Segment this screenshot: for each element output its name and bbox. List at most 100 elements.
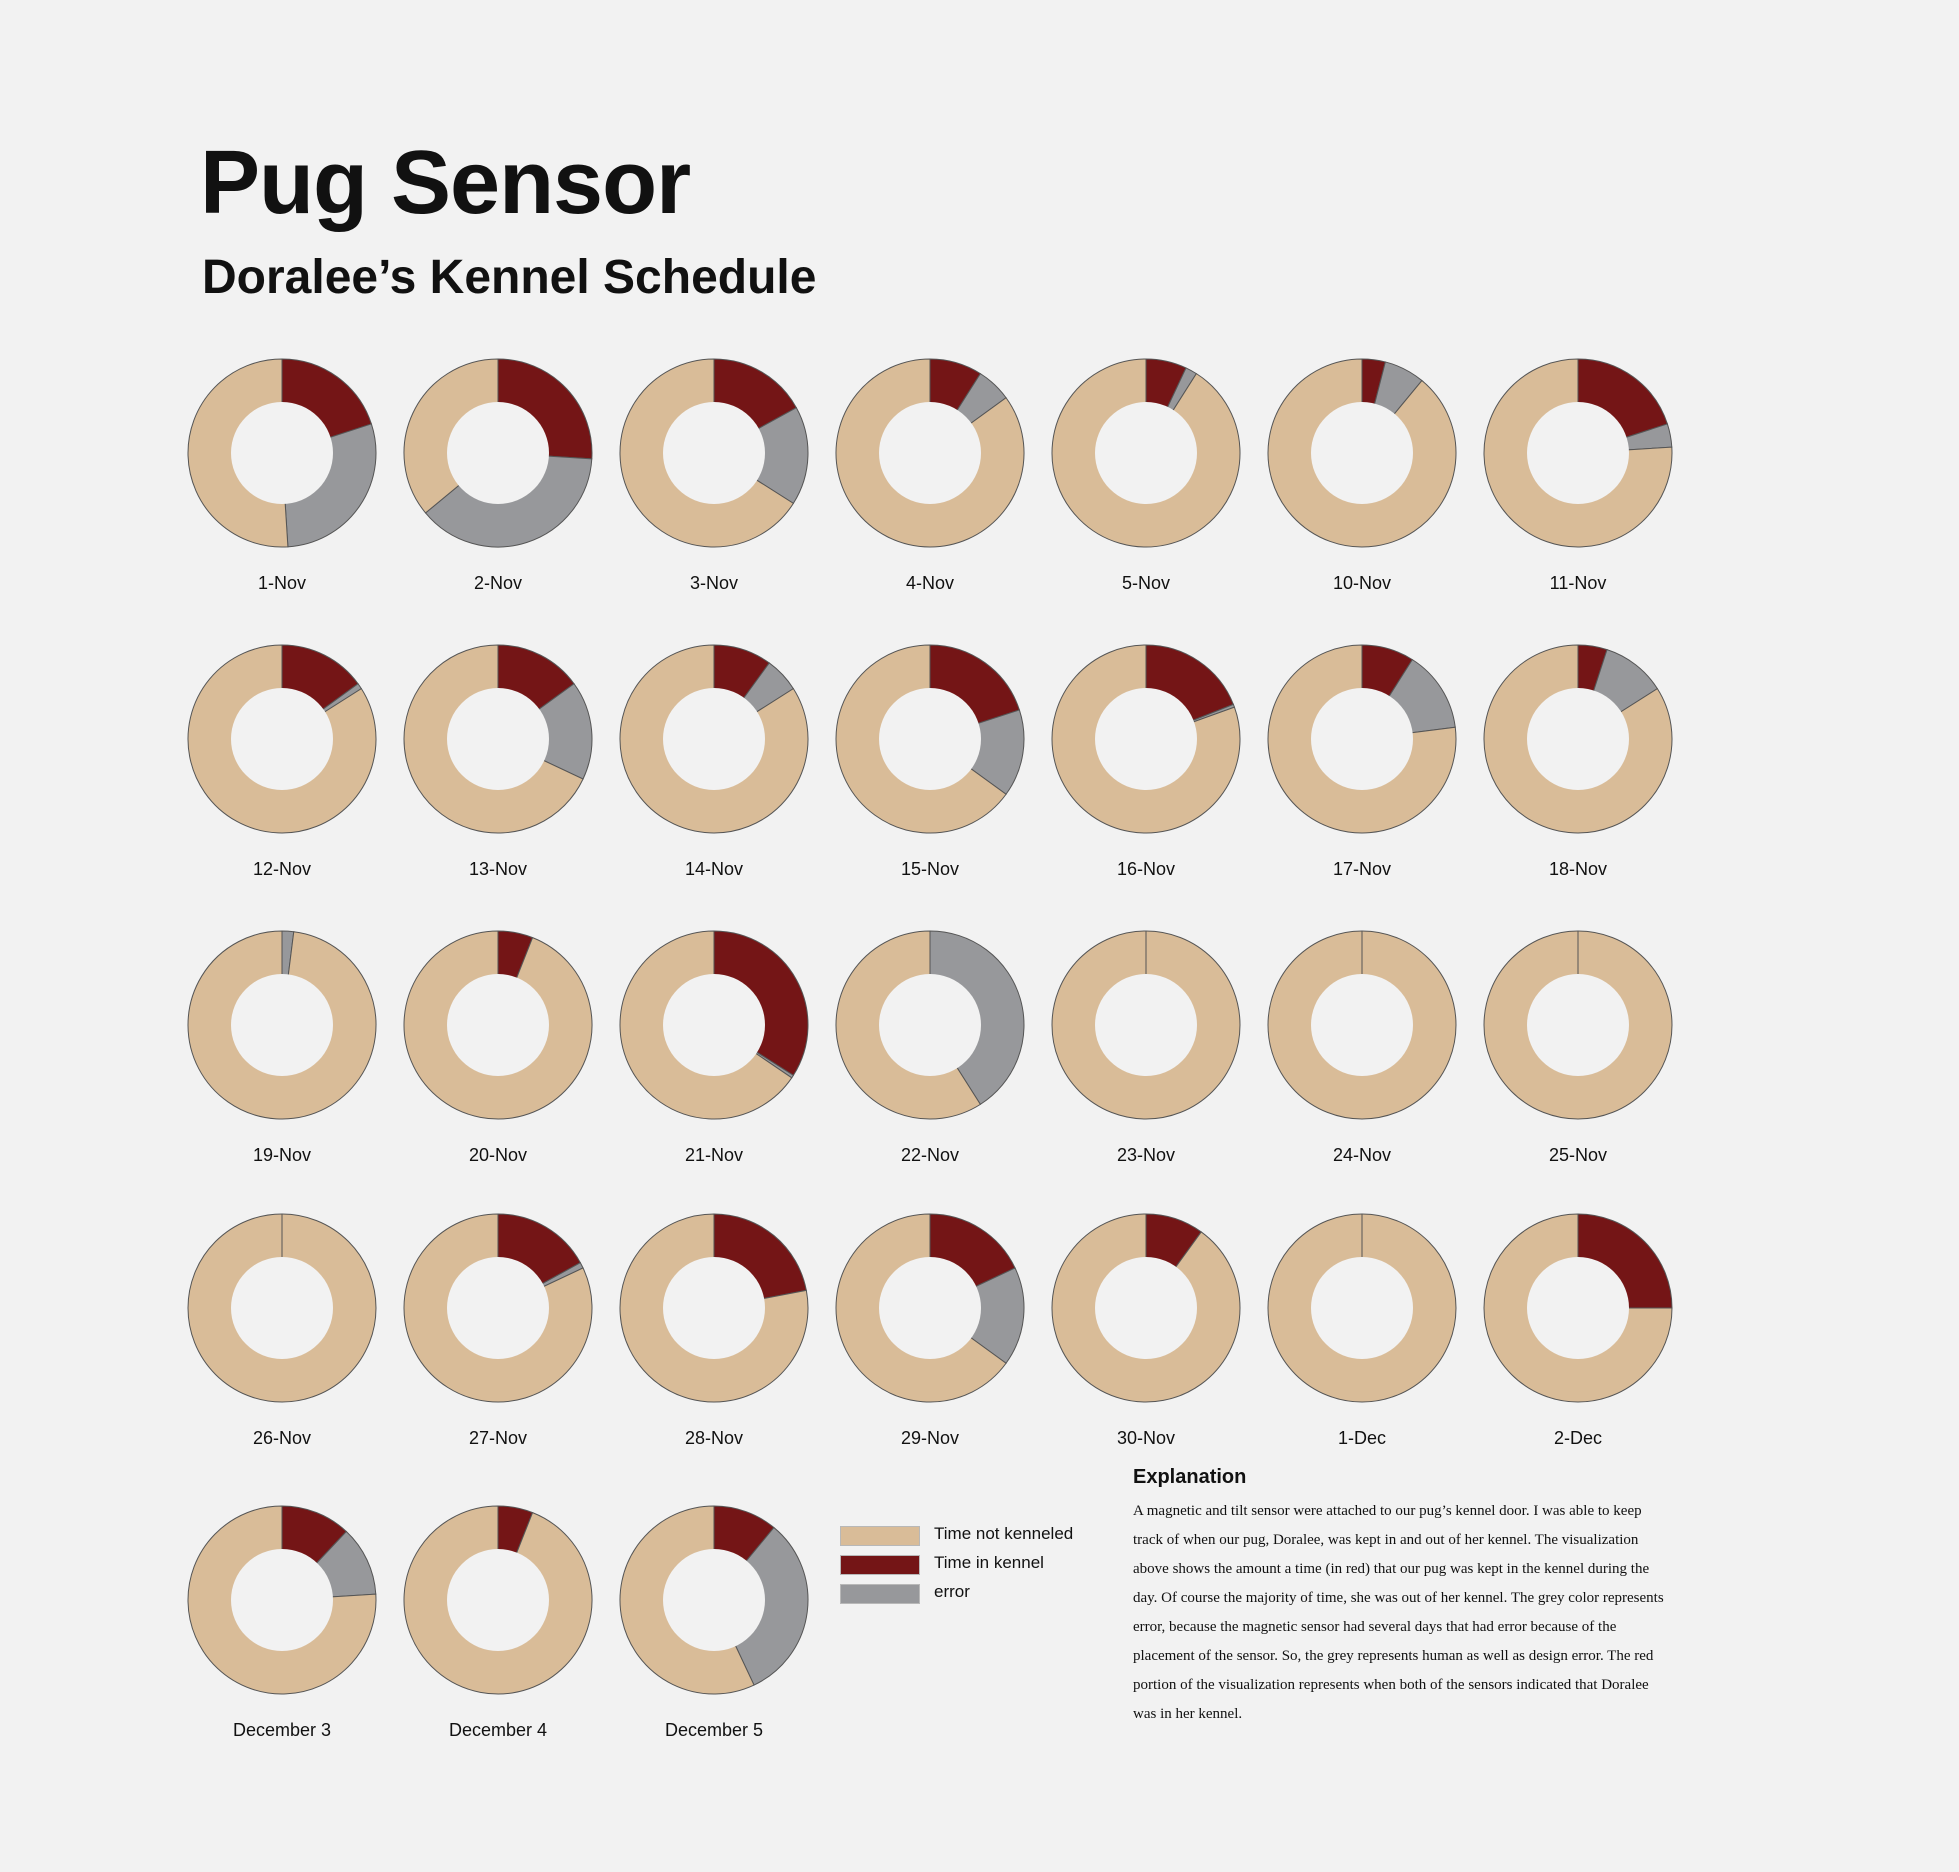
slice-not-kenneled xyxy=(1483,358,1673,548)
donut-hole xyxy=(1311,688,1413,790)
donut-hole xyxy=(1311,974,1413,1076)
day-label: 25-Nov xyxy=(1549,1145,1607,1165)
donut-2-dec: 2-Dec xyxy=(1483,1213,1673,1448)
donut-december-5: December 5 xyxy=(619,1505,809,1740)
donut-hole xyxy=(1311,402,1413,504)
donut-1-dec: 1-Dec xyxy=(1267,1213,1457,1448)
donut-24-nov: 24-Nov xyxy=(1267,930,1457,1165)
chart-subtitle: Doralee’s Kennel Schedule xyxy=(202,251,817,304)
donut-hole xyxy=(231,402,333,504)
donut-hole xyxy=(663,1549,765,1651)
day-label: 21-Nov xyxy=(685,1145,743,1165)
legend-label-error: error xyxy=(934,1582,970,1601)
slice-not-kenneled xyxy=(1051,644,1241,834)
explanation-heading: Explanation xyxy=(1133,1466,1247,1488)
day-label: 17-Nov xyxy=(1333,859,1391,879)
day-label: 26-Nov xyxy=(253,1428,311,1448)
donut-hole xyxy=(1527,402,1629,504)
day-label: 10-Nov xyxy=(1333,573,1391,593)
donut-hole xyxy=(879,402,981,504)
explanation-panel: Explanation A magnetic and tilt sensor w… xyxy=(1133,1466,1673,1729)
donut-18-nov: 18-Nov xyxy=(1483,644,1673,879)
day-label: 20-Nov xyxy=(469,1145,527,1165)
donut-hole xyxy=(231,1549,333,1651)
donut-december-3: December 3 xyxy=(187,1505,377,1740)
slice-not-kenneled xyxy=(403,1213,593,1403)
donut-27-nov: 27-Nov xyxy=(403,1213,593,1448)
donut-hole xyxy=(1095,688,1197,790)
day-label: 27-Nov xyxy=(469,1428,527,1448)
donut-26-nov: 26-Nov xyxy=(187,1213,377,1448)
donut-hole xyxy=(879,688,981,790)
donut-hole xyxy=(663,402,765,504)
day-label: 4-Nov xyxy=(906,573,954,593)
day-label: 1-Nov xyxy=(258,573,306,593)
day-label: 16-Nov xyxy=(1117,859,1175,879)
legend: Time not kenneled Time in kennel error xyxy=(840,1524,1100,1611)
donut-15-nov: 15-Nov xyxy=(835,644,1025,879)
donut-16-nov: 16-Nov xyxy=(1051,644,1241,879)
donut-hole xyxy=(1527,1257,1629,1359)
slice-not-kenneled xyxy=(1483,1213,1673,1403)
day-label: 5-Nov xyxy=(1122,573,1170,593)
day-label: 29-Nov xyxy=(901,1428,959,1448)
donut-hole xyxy=(1095,974,1197,1076)
donut-22-nov: 22-Nov xyxy=(835,930,1025,1165)
donut-hole xyxy=(447,688,549,790)
donut-1-nov: 1-Nov xyxy=(187,358,377,593)
donut-hole xyxy=(1095,402,1197,504)
day-label: 19-Nov xyxy=(253,1145,311,1165)
donut-hole xyxy=(447,402,549,504)
donut-5-nov: 5-Nov xyxy=(1051,358,1241,593)
day-label: 2-Dec xyxy=(1554,1428,1602,1448)
legend-item-error: error xyxy=(840,1582,1100,1611)
legend-swatch-error xyxy=(840,1584,920,1604)
donut-hole xyxy=(1095,1257,1197,1359)
slice-not-kenneled xyxy=(187,1505,377,1695)
donut-hole xyxy=(1311,1257,1413,1359)
donut-hole xyxy=(663,974,765,1076)
donut-29-nov: 29-Nov xyxy=(835,1213,1025,1448)
donut-hole xyxy=(231,1257,333,1359)
day-label: 28-Nov xyxy=(685,1428,743,1448)
day-label: December 3 xyxy=(233,1720,331,1740)
day-label: 13-Nov xyxy=(469,859,527,879)
donut-11-nov: 11-Nov xyxy=(1483,358,1673,593)
donut-30-nov: 30-Nov xyxy=(1051,1213,1241,1448)
donut-3-nov: 3-Nov xyxy=(619,358,809,593)
donut-hole xyxy=(1527,974,1629,1076)
day-label: 1-Dec xyxy=(1338,1428,1386,1448)
donut-hole xyxy=(231,688,333,790)
donut-hole xyxy=(663,688,765,790)
donut-13-nov: 13-Nov xyxy=(403,644,593,879)
explanation-body: A magnetic and tilt sensor were attached… xyxy=(1133,1503,1664,1722)
day-label: 12-Nov xyxy=(253,859,311,879)
donut-hole xyxy=(447,1257,549,1359)
donut-19-nov: 19-Nov xyxy=(187,930,377,1165)
donut-2-nov: 2-Nov xyxy=(403,358,593,593)
donut-25-nov: 25-Nov xyxy=(1483,930,1673,1165)
donut-10-nov: 10-Nov xyxy=(1267,358,1457,593)
donut-hole xyxy=(663,1257,765,1359)
donut-14-nov: 14-Nov xyxy=(619,644,809,879)
day-label: 30-Nov xyxy=(1117,1428,1175,1448)
donut-hole xyxy=(1527,688,1629,790)
legend-item-not-kenneled: Time not kenneled xyxy=(840,1524,1100,1553)
donut-december-4: December 4 xyxy=(403,1505,593,1740)
day-label: 14-Nov xyxy=(685,859,743,879)
day-label: December 4 xyxy=(449,1720,547,1740)
legend-swatch-kennel xyxy=(840,1555,920,1575)
donut-hole xyxy=(447,974,549,1076)
day-label: 24-Nov xyxy=(1333,1145,1391,1165)
day-label: 15-Nov xyxy=(901,859,959,879)
donut-21-nov: 21-Nov xyxy=(619,930,809,1165)
day-label: December 5 xyxy=(665,1720,763,1740)
day-label: 11-Nov xyxy=(1550,573,1607,593)
legend-label-not-kenneled: Time not kenneled xyxy=(934,1524,1074,1543)
chart-title: Pug Sensor xyxy=(200,133,691,233)
day-label: 22-Nov xyxy=(901,1145,959,1165)
donut-hole xyxy=(879,1257,981,1359)
donut-hole xyxy=(879,974,981,1076)
day-label: 18-Nov xyxy=(1549,859,1607,879)
